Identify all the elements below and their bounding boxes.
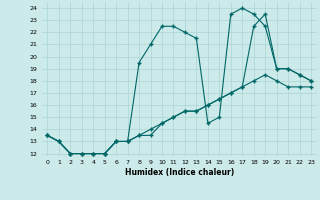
X-axis label: Humidex (Indice chaleur): Humidex (Indice chaleur) (124, 168, 234, 177)
